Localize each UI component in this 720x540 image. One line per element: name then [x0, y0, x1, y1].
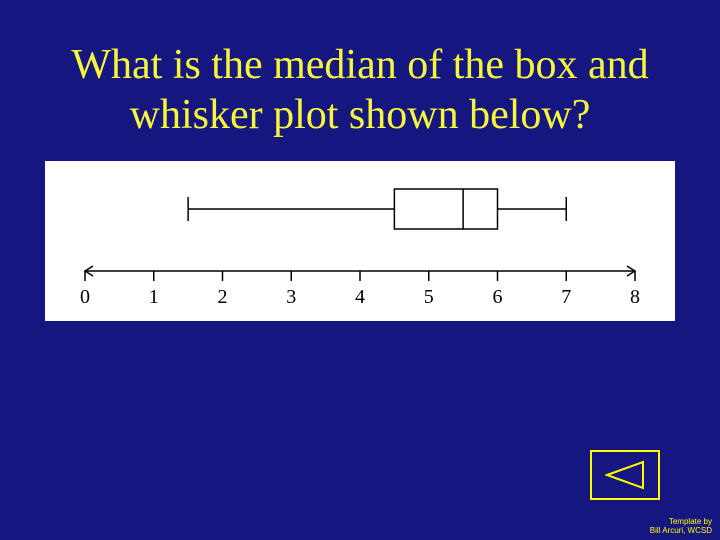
- svg-text:3: 3: [286, 286, 296, 308]
- svg-text:1: 1: [149, 286, 159, 308]
- question-text: What is the median of the box and whiske…: [0, 0, 720, 161]
- svg-text:6: 6: [493, 286, 503, 308]
- svg-text:5: 5: [424, 286, 434, 308]
- arrow-left-icon: [605, 460, 645, 490]
- back-button[interactable]: [590, 450, 660, 500]
- svg-text:4: 4: [355, 286, 365, 308]
- svg-text:8: 8: [630, 286, 640, 308]
- svg-text:2: 2: [218, 286, 228, 308]
- svg-text:0: 0: [80, 286, 90, 308]
- svg-text:7: 7: [561, 286, 571, 308]
- boxplot-svg: 0 1 2 3 4 5 6 7 8: [45, 161, 675, 321]
- credit-text: Template by Bill Arcuri, WCSD: [650, 518, 712, 536]
- credit-line2: Bill Arcuri, WCSD: [650, 527, 712, 536]
- boxplot-container: 0 1 2 3 4 5 6 7 8: [45, 161, 675, 321]
